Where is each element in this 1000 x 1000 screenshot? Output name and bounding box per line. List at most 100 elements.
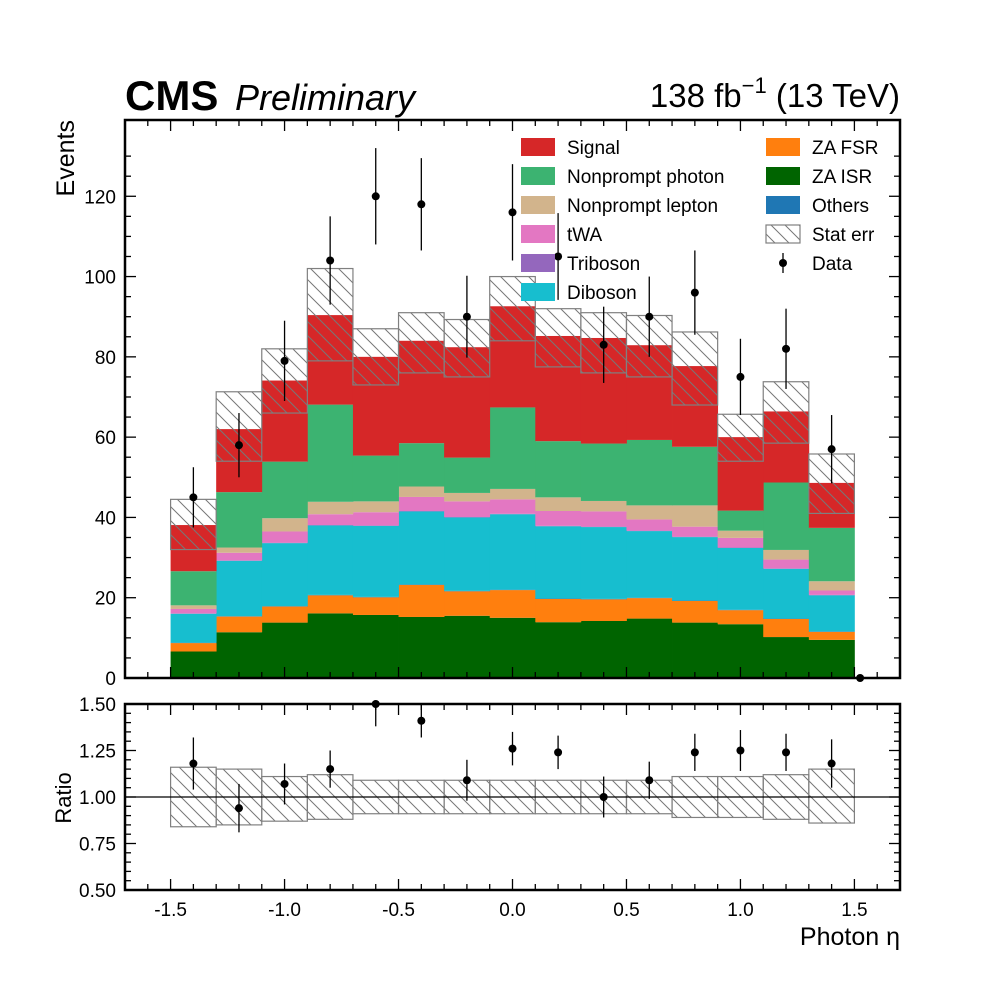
legend-item-nonprompt-lepton: Nonprompt lepton [521, 196, 718, 217]
legend-item-za-isr: ZA ISR [766, 167, 872, 188]
legend: Signal Nonprompt photon Nonprompt lepton tW… [521, 138, 879, 304]
bar-twa-bin-14 [808, 590, 855, 595]
bar-za-fsr-bin-8 [535, 598, 582, 623]
bar-diboson-bin-11 [672, 537, 719, 601]
legend-swatch [766, 196, 800, 214]
bar-nonprompt-photon-bin-0 [170, 571, 217, 606]
bar-nonprompt-lepton-bin-10 [626, 505, 673, 520]
ratio-point-0 [189, 759, 198, 768]
bar-za-fsr-bin-4 [352, 597, 399, 615]
experiment-label: CMS [125, 72, 218, 119]
bar-za-fsr-bin-1 [216, 616, 263, 633]
x-tick-label: 1.5 [841, 900, 867, 921]
bar-nonprompt-photon-bin-9 [580, 443, 627, 501]
bar-diboson-bin-10 [626, 531, 673, 598]
legend-item-za-fsr: ZA FSR [766, 138, 879, 159]
ratio-point-7 [508, 744, 517, 753]
bar-diboson-bin-9 [580, 527, 627, 599]
y-tick-label: 40 [95, 508, 116, 529]
data-points [189, 148, 865, 682]
y-tick-label: 80 [95, 348, 116, 369]
bar-diboson-bin-3 [307, 525, 354, 595]
bar-za-isr-bin-11 [672, 622, 719, 678]
legend-item-others: Others [766, 196, 869, 217]
bar-nonprompt-photon-bin-5 [398, 443, 445, 487]
x-tick-label: -0.5 [382, 900, 415, 921]
bar-twa-bin-7 [489, 499, 536, 514]
bar-za-fsr-bin-3 [307, 595, 354, 614]
bar-nonprompt-lepton-bin-9 [580, 500, 627, 512]
bar-twa-bin-11 [672, 526, 719, 537]
bar-nonprompt-photon-bin-7 [489, 407, 536, 489]
legend-item-stat-err: Stat err [765, 224, 875, 246]
bar-nonprompt-photon-bin-13 [763, 482, 810, 550]
bar-nonprompt-lepton-bin-12 [717, 530, 764, 538]
bar-twa-bin-4 [352, 512, 399, 526]
bar-diboson-bin-6 [444, 517, 491, 591]
ratio-y-tick-label: 1.50 [79, 695, 116, 716]
lumi-suffix: (13 TeV) [767, 77, 900, 114]
bar-nonprompt-photon-bin-2 [261, 461, 308, 519]
legend-swatch [521, 283, 555, 301]
ratio-y-tick-label: 1.25 [79, 742, 116, 763]
data-point-6 [462, 312, 471, 321]
ratio-point-12 [736, 746, 745, 755]
bar-twa-bin-8 [535, 511, 582, 526]
ratio-point-13 [782, 748, 791, 757]
x-tick-label: -1.5 [154, 900, 187, 921]
stat-err-bin-5 [397, 312, 445, 374]
legend-label: Signal [567, 138, 620, 159]
legend-item-diboson: Diboson [521, 283, 637, 304]
data-point-1 [234, 441, 243, 450]
stat-err-bin-12 [717, 413, 764, 462]
legend-swatch [521, 196, 555, 214]
x-tick-label: 0.5 [613, 900, 639, 921]
bar-twa-bin-0 [170, 608, 217, 614]
y-tick-label: 20 [95, 589, 116, 610]
bar-za-fsr-bin-11 [672, 600, 719, 623]
bar-nonprompt-photon-bin-4 [352, 455, 399, 502]
bar-twa-bin-6 [444, 501, 491, 518]
ratio-point-9 [599, 793, 608, 801]
bar-za-isr-bin-1 [216, 632, 263, 678]
ratio-y-tick-label: 1.00 [79, 788, 116, 809]
y-tick-label: 60 [95, 428, 116, 449]
y-tick-label: 120 [84, 187, 116, 208]
legend-label: Triboson [567, 254, 640, 275]
bar-nonprompt-lepton-bin-14 [808, 581, 855, 591]
legend-swatch [521, 138, 555, 156]
bar-twa-bin-2 [261, 531, 308, 543]
bar-diboson-bin-12 [717, 547, 764, 610]
bar-twa-bin-13 [763, 559, 810, 569]
bar-twa-bin-10 [626, 519, 673, 531]
lumi-exponent: −1 [742, 73, 767, 98]
bar-nonprompt-photon-bin-6 [444, 457, 491, 493]
bar-nonprompt-lepton-bin-11 [672, 505, 719, 527]
stat-err-bin-13 [762, 381, 810, 444]
bar-nonprompt-photon-bin-11 [672, 446, 719, 506]
ratio-point-3 [326, 765, 335, 774]
x-tick-label: 1.0 [727, 900, 753, 921]
legend-swatch [521, 254, 555, 272]
ratio-point-5 [417, 716, 426, 725]
bar-diboson-bin-4 [352, 525, 399, 597]
data-point-2 [280, 356, 289, 365]
bar-twa-bin-1 [216, 552, 263, 561]
legend-label: ZA ISR [812, 167, 872, 188]
bar-diboson-bin-1 [216, 560, 263, 617]
bar-nonprompt-lepton-bin-3 [307, 501, 354, 515]
y-axis-label: Events [52, 120, 80, 196]
x-axis-label: Photon η [800, 923, 900, 951]
data-point-11 [690, 288, 699, 297]
y-axis-ticks: 0 20 40 60 80 100 120 [84, 155, 900, 690]
ratio-y-tick-label: 0.75 [79, 835, 116, 856]
bar-za-fsr-bin-2 [261, 606, 308, 623]
legend-swatch [521, 225, 555, 243]
data-point-12 [736, 372, 745, 381]
bar-nonprompt-lepton-bin-1 [216, 547, 263, 553]
bar-nonprompt-photon-bin-12 [717, 510, 764, 531]
data-point-10 [645, 312, 654, 321]
bar-za-fsr-bin-13 [763, 618, 810, 638]
data-point-13 [782, 344, 791, 353]
